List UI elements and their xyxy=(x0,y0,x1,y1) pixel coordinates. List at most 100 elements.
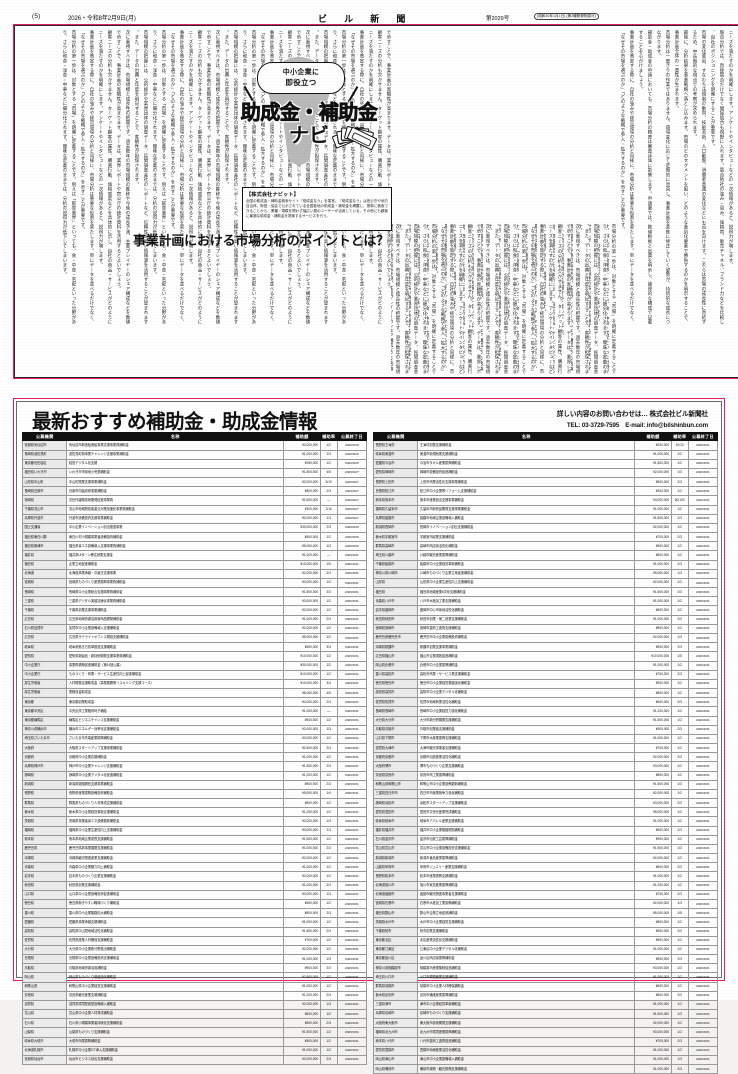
table-row[interactable]: 岐阜県美濃市 美濃市新規就業支援補助金 ¥1,000,000 1/2 2026/3/31 xyxy=(372,449,719,460)
table-row[interactable]: 福島県 福島県地域産業6次化支援補助金 ¥1,500,000 2/3 2026/3/31 xyxy=(372,587,719,598)
table-row[interactable]: 高知県 高知県中山間地域活性化補助金 ¥1,500,000 2/3 2026/3/31 xyxy=(21,926,368,937)
table-row[interactable]: 岐阜県岐阜市 岐阜市アパレル産業支援補助金 ¥1,000,000 1/2 2026/3/… xyxy=(372,816,719,827)
table-row[interactable]: 高知県高知市 高知市中小企業デジタル化補助金 ¥800,000 1/2 2026/3/3… xyxy=(372,688,719,699)
table-row[interactable]: 福島県郡山市 郡山市企業立地促進補助金 ¥5,000,000 1/5 2026/3/31 xyxy=(372,908,719,919)
table-row[interactable]: 静岡県浜松市 浜松市スタートアップ支援補助金 ¥3,000,000 2/3 2026/3… xyxy=(372,798,719,809)
table-row[interactable]: 埼玉県さいたま市 さいたま市先端産業振興補助金 ¥3,000,000 1/2 2026/… xyxy=(21,733,368,745)
table-row[interactable]: 広島県福山市 福山市企業誘致促進補助金 ¥10,000,000 1/5 2026/3/3… xyxy=(372,651,719,662)
table-row[interactable]: 神奈川県川崎市 川崎市ものづくり企業立地促進補助金 ¥5,000,000 1/3 202… xyxy=(372,568,719,579)
table-row[interactable]: 東京都 東京都創業助成金 ¥4,000,000 2/3 2026/3/31 xyxy=(21,697,368,708)
table-row[interactable]: 岡山県倉敷市 倉敷市中小企業振興補助金 ¥1,000,000 1/2 2026/3/31 xyxy=(372,660,719,671)
table-row[interactable]: 静岡県 静岡県中小企業デジタル化促進補助金 ¥1,000,000 1/2 2026/3/… xyxy=(21,770,368,781)
table-row[interactable]: 青森県 青森県中小企業魅力向上補助金 ¥1,000,000 1/2 2026/3/31 xyxy=(21,862,368,873)
table-row[interactable]: 岐阜県 岐阜県働き方改革推進支援補助金 ¥500,000 3/4 2026/3/31 xyxy=(21,642,368,653)
table-row[interactable]: 大分県大分市 大分市新分野展開支援補助金 ¥1,500,000 1/2 2026/3/3… xyxy=(372,715,719,726)
table-row[interactable]: 岡山県津山市 津山市中小企業設備導入補助金 ¥1,000,000 1/3 2026/3/… xyxy=(372,1054,719,1066)
table-row[interactable]: 鹿児島県鹿児島市 鹿児島市中小企業設備投資補助金 ¥2,000,000 1/3 2026… xyxy=(372,632,719,644)
table-row[interactable]: 群馬県 群馬県ものづくり人材育成支援補助金 ¥600,000 1/2 2026/3/31 xyxy=(21,798,368,809)
table-row[interactable]: 千葉県 千葉県創業支援事業補助金 ¥2,000,000 1/2 2026/3/31 xyxy=(21,605,368,616)
table-row[interactable]: 東京都中央区 中央区商工業融資利子補給 ¥1,000,000—2026/3/31 xyxy=(21,706,368,717)
table-row[interactable]: 秋田県秋田市 秋田市創業・第二創業支援補助金 ¥1,000,000 2/3 2026/3… xyxy=(372,614,719,625)
table-row[interactable]: 岡山県 岡山県ものづくり基盤強化補助金 ¥2,500,000 1/2 2026/3/31 xyxy=(21,972,368,983)
table-row[interactable]: 埼玉県川口市 川口市鋳物産業支援補助金 ¥1,000,000 1/2 2026/3/31 xyxy=(372,972,719,983)
table-row[interactable]: 福井県 福井県UIターン移住就業支援金 ¥1,000,000—2026/3/31 xyxy=(21,550,368,561)
table-row[interactable]: 鹿児島県 鹿児島県新事業展開支援補助金 ¥1,000,000 2/3 2026/3/31 xyxy=(21,843,368,855)
table-row[interactable]: 北海道札幌市 札幌市中小企業ICT導入支援補助金 ¥1,000,000 1/2 2026… xyxy=(21,1045,368,1056)
table-row[interactable]: 山口県下関市 下関市水産業振興支援補助金 ¥1,000,000 1/2 2026/3/3… xyxy=(372,733,719,745)
table-row[interactable]: 愛知県豊橋市 豊橋市地域産業活性化補助金 ¥1,000,000 1/2 2026/3/3… xyxy=(372,1045,719,1056)
table-row[interactable]: 大阪府堺市 堺市ものづくり企業支援補助金 ¥3,000,000 1/2 2026/3/3… xyxy=(372,761,719,772)
table-row[interactable]: 福井県福井市 福井市中小企業販路開拓補助金 ¥600,000 2/3 2026/3/31 xyxy=(372,825,719,836)
table-row[interactable]: 徳島県 徳島県働きやすい職場づくり補助金 ¥500,000 1/2 2026/3/31 xyxy=(21,898,368,910)
table-row[interactable]: 岡山県備前市 備前市焼物・観光振興支援補助金 ¥1,000,000 2/3 2026/3… xyxy=(372,1064,719,1074)
table-row[interactable]: 奈良県 奈良県観光産業支援補助金 ¥1,200,000 2/3 2026/3/31 xyxy=(21,990,368,1001)
table-row[interactable]: 岐阜県大垣市 大垣市商業振興補助金 ¥500,000 1/2 2026/3/31 xyxy=(21,1036,368,1047)
table-row[interactable]: 宮城県気仙沼市 気仙沼市新造船造船事業支援事業費補助金 ¥2,000,000 1/2 2… xyxy=(21,440,368,451)
table-row[interactable]: 滋賀県大津市 大津市観光事業者支援補助金 ¥700,000 1/2 2026/3/31 xyxy=(372,743,719,754)
table-row[interactable]: 愛知県豊田市 豊田市次世代産業育成補助金 ¥5,000,000 1/2 2026/3/3… xyxy=(372,807,719,818)
table-row[interactable]: 兵庫県尼崎市 尼崎市ものづくり支援補助金 ¥1,500,000 1/3 2026/3/3… xyxy=(372,1009,719,1020)
table-row[interactable]: 茨城県水戸市 水戸市中小企業経営支援補助金 ¥800,000 1/2 2026/3/31 xyxy=(372,917,719,928)
table-row[interactable]: 埼玉県川越市 川越市観光産業振興補助金 ¥800,000 1/2 2026/3/31 xyxy=(372,550,719,561)
table-row[interactable]: 東京都北区 北区産業活性化支援補助金 ¥600,000 1/2 2026/3/31 xyxy=(372,935,719,946)
table-row[interactable]: 栃木県宇都宮市 宇都宮市起業支援補助金 ¥700,000 2/3 2026/3/31 xyxy=(372,532,719,543)
table-row[interactable]: 奈良県奈良市 奈良市商工業振興補助金 ¥800,000 1/2 2026/3/31 xyxy=(372,770,719,781)
table-row[interactable]: 岩手県盛岡市 盛岡市中心市街地活性化補助金 ¥600,000 1/2 2026/3/31 xyxy=(372,605,719,616)
table-row[interactable]: 熊本県熊本市 熊本市産業創出支援事業補助金 ¥4,000,000 50/100 2026… xyxy=(372,495,719,506)
table-row[interactable]: 山形県中山町 中山町開業支援事業補助金 ¥2,000,000 3/10 2026/3/2… xyxy=(21,477,368,488)
table-row[interactable]: 熊本県八代市 八代市農商工連携促進補助金 ¥700,000 2/3 2026/3/31 xyxy=(372,1036,719,1047)
table-row[interactable]: 愛媛県 愛媛県事業承継支援補助金 ¥1,000,000 1/2 2026/3/31 xyxy=(21,917,368,928)
table-row[interactable]: 香川県高松市 高松市商業・サービス業支援補助金 ¥700,000 2/3 2026/3/… xyxy=(372,669,719,680)
table-row[interactable]: 島根県 島根県中小企業設備投資支援補助金 ¥1,000,000 1/3 2026/3/3… xyxy=(21,954,368,965)
table-row[interactable]: 宮崎県 次世代建築技術開発促進事業費 ¥1,500,000—2026/3/27 xyxy=(21,495,368,506)
table-row[interactable]: 宮城県 宮城県ものづくり産業振興事業費補助金 ¥3,000,000 1/2 2026/3… xyxy=(21,577,368,589)
table-row[interactable]: 東京都江東区 江東区中小企業デジタル化補助金 ¥1,000,000 1/2 2026/3… xyxy=(372,944,719,956)
table-row[interactable]: 京都府 京都府中小企業応援補助金 ¥1,000,000 1/2 2026/3/31 xyxy=(21,752,368,763)
table-row[interactable]: 島根県松江市 松江市中小企業等リフォーム支援補助金 ¥300,000 1/2 2026/… xyxy=(372,486,719,497)
table-row[interactable]: 和歌山県 和歌山県中小企業経営支援補助金 ¥1,000,000 1/2 2026/3/3… xyxy=(21,981,368,992)
table-row[interactable]: 愛知県岡崎市 岡崎市設備投資促進補助金 ¥2,000,000 1/3 2026/3/31 xyxy=(372,467,719,479)
table-row[interactable]: 三重県 三重県デジタル実装加速化事業費補助金 ¥3,000,000 1/2 2026/3… xyxy=(21,596,368,607)
table-row[interactable]: 神奈川県横浜市 横浜市エネルギー効率化支援補助金 ¥2,000,000 1/3 2026… xyxy=(21,724,368,735)
table-row[interactable]: 山形県 山形県中小企業生産性向上支援補助金 ¥2,000,000 1/2 2026/3/… xyxy=(372,577,719,589)
table-row[interactable]: 群馬県前橋市 前橋市中小企業人材確保補助金 ¥600,000 1/2 2026/3/31 xyxy=(372,981,719,992)
table-row[interactable]: 佐賀県 佐賀県産業人材確保支援補助金 ¥700,000 1/2 2026/3/31 xyxy=(21,935,368,946)
table-row[interactable]: 福島県いわき市 いわき市市街地小売業補助金 ¥1,500,000 4/5 2026/3/… xyxy=(21,467,368,479)
table-row[interactable]: 福島県 企業立地促進補助金 ¥10,000,000 1/5 2026/3/31 xyxy=(21,559,368,570)
table-row[interactable]: 石川県加賀市 加賀市中小企業設備導入支援補助金 ¥2,000,000 1/2 2026/… xyxy=(21,623,368,635)
table-row[interactable]: 石川県 石川県小規模事業者持続化支援補助金 ¥800,000 2/3 2026/3/31 xyxy=(21,1018,368,1029)
table-row[interactable]: 山梨県甲府市 甲府市ジュエリー産業支援補助金 ¥800,000 2/3 2026/3/3… xyxy=(372,862,719,873)
table-row[interactable]: 愛媛県今治市 今治市タオル産業振興補助金 ¥1,500,000 1/2 2026/3/3… xyxy=(372,458,719,469)
table-row[interactable]: 山口県 山口県中小企業設備投資促進補助金 ¥3,000,000 1/3 2026/3/3… xyxy=(21,889,368,900)
table-row[interactable]: 福島県菅津市 福島県省エネ設備導入支援事業費補助金 ¥5,000,000 1/3 202… xyxy=(21,541,368,552)
table-row[interactable]: 長野県上田市 上田市商業活性化支援事業補助金 ¥500,000 2/3 2026/3/3… xyxy=(372,477,719,488)
table-row[interactable]: 福岡県 福岡県中小企業生産性向上支援補助金 ¥3,000,000 2/3 2026/3/… xyxy=(21,825,368,836)
table-row[interactable]: 富山県富山市 富山市中小企業設備投資支援補助金 ¥1,500,000 1/3 2026/… xyxy=(372,843,719,855)
table-row[interactable]: 福岡県久留米市 久留米市新商品開発支援事業補助金 ¥1,000,000 1/2 2026… xyxy=(372,504,719,515)
table-row[interactable]: 熊本県 熊本県地域企業成長支援補助金 ¥1,500,000 1/2 2026/3/31 xyxy=(21,834,368,845)
table-row[interactable]: 長野県 長野県産業振興設備投資補助金 ¥5,000,000 1/4 2026/3/31 xyxy=(21,788,368,800)
table-row[interactable]: 三重県津市 津市中小企業経営革新補助金 ¥1,000,000 1/2 2026/3/31 xyxy=(372,999,719,1011)
table-row[interactable]: 宮城県仙台市 仙台市ビジネス創出支援補助金 ¥2,000,000 2/3 2026/3/… xyxy=(21,1054,368,1066)
table-row[interactable]: 厚生労働省 業務改善助成金 ¥6,000,000 4/5 2026/3/31 xyxy=(21,688,368,699)
table-row[interactable]: 京都府京都市 京都市伝統産業活性化補助金 ¥2,000,000 2/3 2026/3/3… xyxy=(372,752,719,763)
table-row[interactable]: 広島県 広島県サテライトオフィス開設支援補助金 ¥5,000,000 1/2 2026/… xyxy=(21,632,368,644)
table-row[interactable]: 長野県松本市 松本市産業振興支援補助金 ¥1,000,000 1/2 2026/3/31 xyxy=(372,871,719,882)
table-row[interactable]: 鳥取県 鳥取県地域資源活用補助金 ¥900,000 2/3 2026/3/31 xyxy=(21,963,368,974)
table-row[interactable]: 長崎県 長崎県中小企業総合支援事業費補助金 ¥1,500,000 2/3 2026/3/… xyxy=(21,587,368,598)
table-row[interactable]: 栃木県足利市 足利市繊維産業振興補助金 ¥800,000 2/3 2026/3/31 xyxy=(372,990,719,1001)
table-row[interactable]: 新潟県新潟市 新潟市食品産業振興補助金 ¥2,000,000 1/2 2026/3/31 xyxy=(372,853,719,864)
table-row[interactable]: 秋田県 秋田県創業支援補助金 ¥1,000,000 2/3 2026/3/31 xyxy=(21,880,368,891)
table-row[interactable]: 兵庫県神戸市 神戸市中小企業チャレンジ支援補助金 ¥1,500,000 2/3 2026… xyxy=(21,761,368,772)
table-row[interactable]: 北海道 北海道事業承継・引継ぎ支援事業 ¥2,000,000 2/3 2026/3/31 xyxy=(21,568,368,579)
table-row[interactable]: 長野県王滝村 王滝村創業支援補助金 ¥200,000 10/10 2026/3/31 xyxy=(372,440,719,451)
table-row[interactable]: 大阪府 大阪府スタートアップ支援事業補助金 ¥2,500,000 2/3 2026/3/… xyxy=(21,743,368,754)
table-row[interactable]: 香川県 香川県中小企業販路拡大補助金 ¥800,000 2/3 2026/3/31 xyxy=(21,908,368,919)
table-row[interactable]: 石川県金沢市 金沢市伝統工芸振興補助金 ¥900,000 1/2 2026/3/31 xyxy=(372,834,719,845)
table-row[interactable]: 大阪府東大阪市 東大阪市技術開発支援補助金 ¥2,000,000 1/2 2026/3/… xyxy=(372,1018,719,1029)
table-row[interactable]: 富山県 富山県中小企業人材育成補助金 ¥600,000 1/2 2026/3/31 xyxy=(21,1009,368,1020)
table-row[interactable]: 愛知県 愛知県新製品・新技術開発支援事業費補助金 ¥10,000,000 1/2 202… xyxy=(21,651,368,662)
table-row[interactable]: 栃木県 栃木県中小企業経営革新支援補助金 ¥1,200,000 1/2 2026/3/3… xyxy=(21,807,368,818)
table-row[interactable]: 三重県四日市市 四日市市産業競争力強化補助金 ¥2,000,000 1/2 2026/3… xyxy=(372,788,719,800)
table-row[interactable]: 宮崎県宮崎市 宮崎市農商工連携支援補助金 ¥800,000 1/2 2026/3/31 xyxy=(372,623,719,635)
